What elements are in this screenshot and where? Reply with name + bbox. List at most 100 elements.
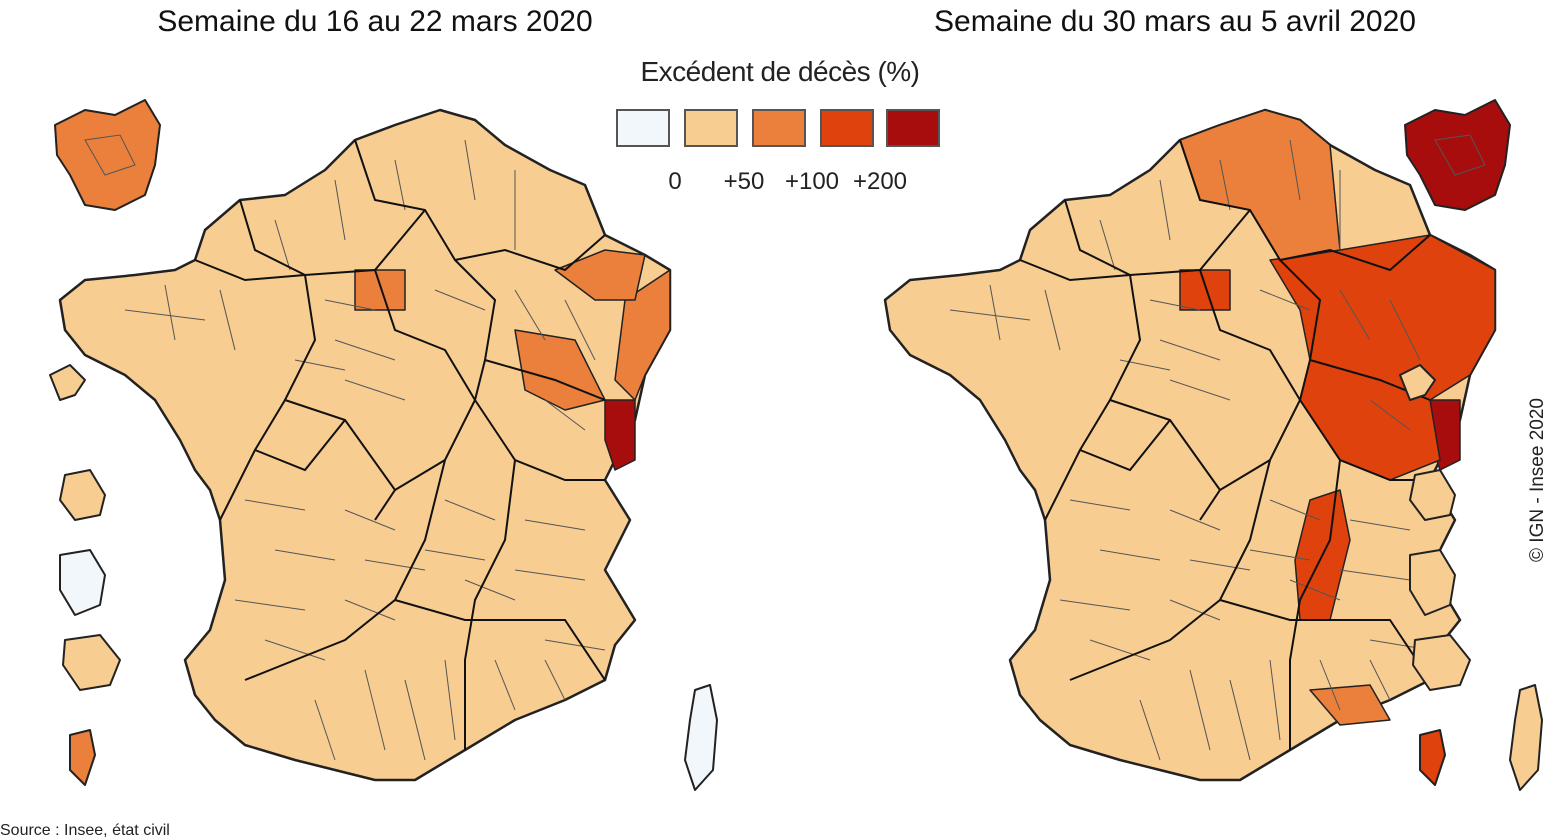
department-border-right-12 <box>1259 289 1311 311</box>
department-border-right-16 <box>1069 499 1131 511</box>
inset-martinique-right <box>1409 469 1456 521</box>
inset-guadeloupe-right <box>1399 364 1436 401</box>
department-border-right-1 <box>1159 179 1171 241</box>
inset-reunion-right <box>1412 634 1471 691</box>
department-border-left-19 <box>264 639 326 661</box>
inset-paris-border-left <box>84 134 136 176</box>
legend: Excédent de décès (%) 0 +50 +100 +200 <box>600 56 960 206</box>
department-border-right-6 <box>1044 289 1061 351</box>
source-note: Source : Insee, état civil <box>0 822 170 839</box>
department-border-left-29 <box>314 699 336 761</box>
department-border-left-7 <box>124 309 206 321</box>
department-border-left-24 <box>424 549 486 561</box>
region-border-left-7 <box>474 399 605 481</box>
region-border-left-9 <box>464 459 516 750</box>
department-border-left-21 <box>364 559 426 571</box>
inset-ile-de-france-right <box>1404 99 1511 211</box>
region-border-right-9 <box>1289 459 1341 750</box>
department-border-right-10 <box>1169 379 1231 401</box>
region-border-left-12 <box>254 419 346 472</box>
department-border-left-27 <box>514 569 586 581</box>
department-border-right-27 <box>1339 569 1411 581</box>
inset-martinique-left <box>59 469 106 521</box>
department-border-right-0 <box>1099 219 1116 271</box>
department-border-left-9 <box>334 339 396 361</box>
department-border-left-28 <box>544 639 606 651</box>
department-border-left-32 <box>444 659 456 741</box>
department-border-left-5 <box>164 284 176 341</box>
department-border-left-25 <box>464 579 516 601</box>
department-border-right-5 <box>989 284 1001 341</box>
department-bas-rhin-left <box>614 269 671 401</box>
department-border-right-33 <box>1319 659 1341 711</box>
department-bouches-du-rh-ne-right <box>1309 684 1391 726</box>
department-border-right-26 <box>1349 519 1411 531</box>
legend-swatch-4 <box>886 109 940 147</box>
department-border-left-31 <box>404 679 426 761</box>
department-border-left-16 <box>244 499 306 511</box>
region-border-right-8 <box>1069 459 1271 681</box>
region-border-left-2 <box>194 259 306 282</box>
department-border-left-0 <box>274 219 291 271</box>
department-border-right-22 <box>1169 599 1221 621</box>
map-title-right: Semaine du 30 mars au 5 avril 2020 <box>934 5 1416 38</box>
legend-swatch-2 <box>752 109 806 147</box>
region-border-right-2 <box>1019 259 1131 282</box>
department-border-right-20 <box>1169 509 1221 531</box>
department-border-right-14 <box>1389 299 1421 361</box>
department-border-right-30 <box>1189 669 1211 751</box>
department-border-right-15 <box>1369 399 1411 431</box>
inset-paris-border-right <box>1434 134 1486 176</box>
map-right <box>883 108 1543 791</box>
department-border-left-10 <box>344 379 406 401</box>
legend-swatch-3 <box>820 109 874 147</box>
mainland-france-left <box>58 108 672 782</box>
inset-reunion-left <box>62 634 121 691</box>
legend-tick-100: +100 <box>784 168 840 195</box>
department-border-left-33 <box>494 659 516 711</box>
insets-left <box>49 99 161 786</box>
corse-right <box>1509 684 1543 791</box>
inset-mayotte-left <box>69 729 96 786</box>
legend-tick-200: +200 <box>852 168 908 195</box>
legend-swatch-1 <box>684 109 738 147</box>
department-border-right-18 <box>1059 599 1131 611</box>
inset-mayotte-right <box>1419 729 1446 786</box>
region-border-left-6 <box>484 359 606 401</box>
department-border-left-14 <box>564 299 596 361</box>
region-border-right-5 <box>1279 259 1322 401</box>
region-border-left-10 <box>394 599 606 681</box>
department-oise-right <box>1179 269 1231 311</box>
department-border-left-2 <box>394 159 406 211</box>
department-border-right-2 <box>1219 159 1231 211</box>
department-border-right-7 <box>949 309 1031 321</box>
legend-tick-50: +50 <box>723 168 765 195</box>
department-border-left-30 <box>364 669 386 751</box>
region-border-left-5 <box>454 259 497 401</box>
legend-tick-0: 0 <box>668 168 682 195</box>
inset-guyane-right <box>1409 549 1456 616</box>
department-border-left-15 <box>544 399 586 431</box>
department-border-right-19 <box>1089 639 1151 661</box>
corse-left <box>684 684 718 791</box>
department-border-right-9 <box>1159 339 1221 361</box>
department-border-left-18 <box>234 599 306 611</box>
department-border-right-3 <box>1289 139 1301 201</box>
department-border-right-13 <box>1339 289 1371 341</box>
department-haut-rhin-left <box>604 399 636 471</box>
department-border-right-23 <box>1269 499 1321 521</box>
department-grand-est-right <box>1269 234 1496 401</box>
department-border-right-31 <box>1229 679 1251 761</box>
department-border-right-24 <box>1249 549 1311 561</box>
region-border-right-10 <box>1219 599 1431 681</box>
region-border-right-7 <box>1299 399 1430 481</box>
department-border-left-22 <box>344 599 396 621</box>
department-border-left-34 <box>544 659 566 701</box>
department-border-right-21 <box>1189 559 1251 571</box>
department-border-left-3 <box>464 139 476 201</box>
inset-guadeloupe-left <box>49 364 86 401</box>
inset-guyane-left <box>59 549 106 616</box>
department-border-left-6 <box>219 289 236 351</box>
region-border-right-12 <box>1079 419 1171 472</box>
